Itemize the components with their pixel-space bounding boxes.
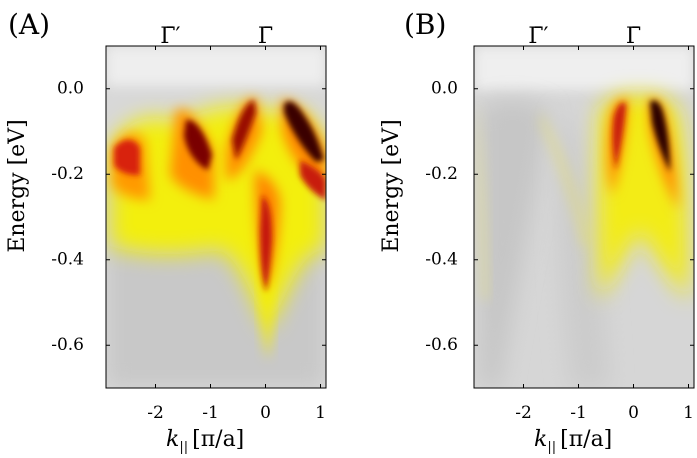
- panel-a-ytick-label: -0.2: [51, 164, 84, 184]
- panel-a-sym-label-gamma-prime: Γ̄′: [160, 24, 180, 49]
- panel-a-y-ticks: 0.0 -0.2 -0.4 -0.6: [51, 78, 84, 355]
- panel-a-ytick-label: -0.4: [51, 249, 84, 269]
- panel-b-xtick-label: -2: [515, 403, 532, 423]
- panel-a: (A) Γ̄′ Γ̄: [5, 8, 327, 455]
- panel-b-dark-core-right: [650, 100, 670, 172]
- panel-a-letter: (A): [8, 8, 50, 41]
- panel-b-x-axis-label: k|| [π/a]: [534, 427, 612, 455]
- panel-a-symmetry-gamma: Γ̄: [258, 24, 273, 49]
- panel-a-x-ticks: -2 -1 0 1: [147, 403, 326, 423]
- panel-b-red-core-left: [612, 102, 626, 170]
- panel-a-ytick-label: -0.6: [51, 335, 84, 355]
- panel-a-top-haze: [106, 46, 326, 86]
- panel-b-symmetry-gamma: Γ̄: [626, 24, 641, 49]
- panel-a-red-gamma-stem: [260, 195, 272, 292]
- panel-b-ytick-label: -0.6: [425, 335, 458, 355]
- panel-b-x-ticks: -2 -1 0 1: [515, 403, 694, 423]
- panel-b-left-shade: [480, 100, 548, 388]
- panel-a-symmetry-gamma-prime: Γ̄′: [160, 24, 180, 49]
- panel-b-symmetry-gamma-prime: Γ̄′: [528, 24, 548, 49]
- panel-b-ytick-label: -0.2: [425, 164, 458, 184]
- panel-b-xtick-label: -1: [570, 403, 587, 423]
- panel-a-xtick-label: 1: [315, 403, 326, 423]
- panel-b-faint-mid-band: [540, 110, 590, 250]
- panel-a-heatmap: [106, 46, 326, 388]
- panel-a-y-axis-label: Energy [eV]: [5, 119, 30, 252]
- panel-b-y-axis-label: Energy [eV]: [379, 119, 404, 252]
- panel-b-letter: (B): [404, 8, 446, 41]
- panel-b: (B) Γ̄′ Γ̄ -2 -1 0 1: [379, 8, 695, 455]
- panel-a-yellow-continuum: [110, 106, 326, 331]
- panel-b-y-ticks: 0.0 -0.2 -0.4 -0.6: [425, 78, 458, 355]
- panel-b-tick-marks: [474, 46, 694, 388]
- panel-b-xtick-label: 0: [628, 403, 639, 423]
- panel-b-ytick-label: -0.4: [425, 249, 458, 269]
- panel-a-dark-core-2: [184, 119, 212, 170]
- panel-b-heatmap: [474, 46, 694, 388]
- panel-b-faint-left-band: [477, 100, 488, 300]
- panel-b-xtick-label: 1: [683, 403, 694, 423]
- panel-b-sym-label-gamma: Γ̄: [626, 24, 641, 49]
- panel-b-sym-label-gamma-prime: Γ̄′: [528, 24, 548, 49]
- panel-b-frame: [473, 45, 695, 389]
- panel-a-tick-marks: [106, 46, 326, 388]
- panel-a-red-core-1: [114, 139, 140, 176]
- panel-a-xtick-label: 0: [260, 403, 271, 423]
- panel-b-ytick-label: 0.0: [431, 78, 458, 98]
- panel-a-xtick-label: -1: [202, 403, 219, 423]
- panel-b-top-haze: [474, 46, 694, 90]
- panel-a-sym-label-gamma: Γ̄: [258, 24, 273, 49]
- panel-a-dark-core-4: [284, 101, 324, 162]
- panel-a-ytick-label: 0.0: [57, 78, 84, 98]
- panel-a-x-axis-label: k|| [π/a]: [166, 427, 244, 455]
- panel-a-xtick-label: -2: [147, 403, 164, 423]
- panel-a-frame: [105, 45, 327, 389]
- panel-a-red-right-edge: [300, 160, 326, 200]
- panel-a-dark-core-3: [232, 100, 256, 160]
